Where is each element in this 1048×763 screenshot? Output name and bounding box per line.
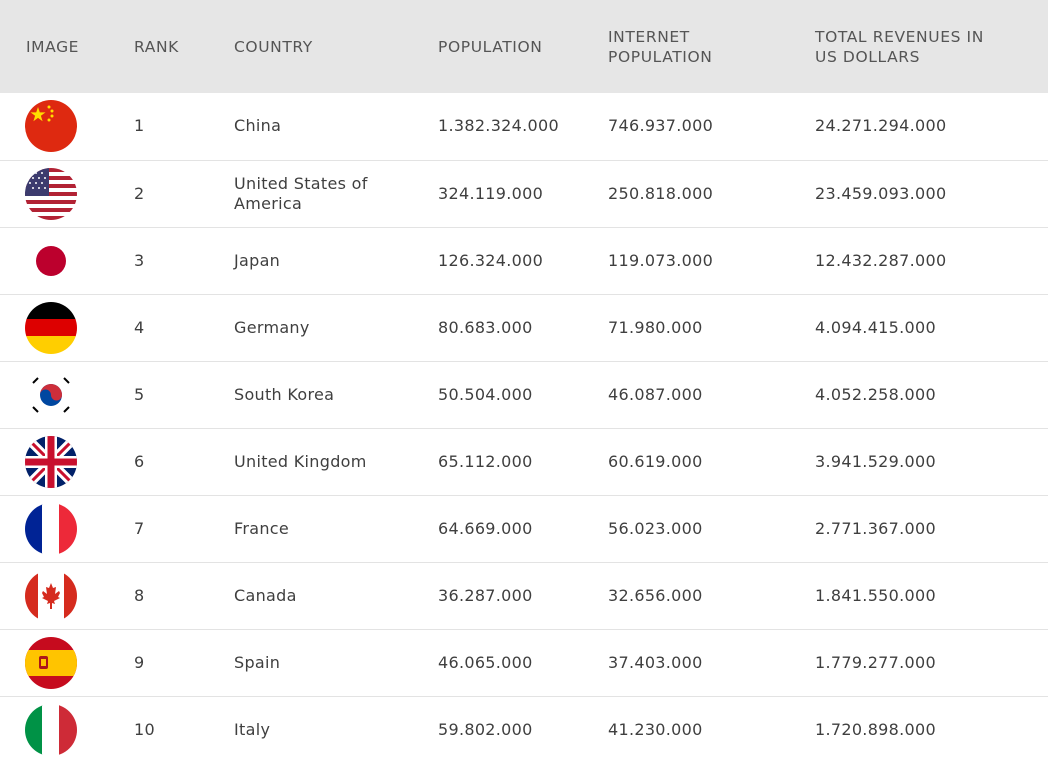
population-cell: 324.119.000 [438, 183, 544, 203]
revenues-cell: 12.432.287.000 [815, 250, 947, 270]
internet-population-cell: 250.818.000 [608, 183, 714, 203]
revenues-cell: 1.841.550.000 [815, 585, 936, 605]
header-country: COUNTRY [234, 37, 313, 56]
population-cell: 36.287.000 [438, 585, 533, 605]
flag-cell [0, 562, 108, 629]
header-rank: RANK [134, 37, 179, 56]
country-cell: South Korea [234, 384, 335, 404]
revenues-cell: 4.052.258.000 [815, 384, 936, 404]
rank-cell: 9 [134, 652, 145, 672]
table-row: 7 France 64.669.000 56.023.000 2.771.367… [0, 495, 1048, 562]
population-cell: 80.683.000 [438, 317, 533, 337]
country-cell: Japan [234, 250, 281, 270]
table-row: 4 Germany 80.683.000 71.980.000 4.094.41… [0, 294, 1048, 361]
table-row: 6 United Kingdom 65.112.000 60.619.000 3… [0, 428, 1048, 495]
revenues-cell: 23.459.093.000 [815, 183, 947, 203]
table-row: 10 Italy 59.802.000 41.230.000 1.720.898… [0, 696, 1048, 763]
table-row: 9 Spain 46.065.000 37.403.000 1.779.277.… [0, 629, 1048, 696]
country-cell: Germany [234, 317, 310, 337]
country-cell: Spain [234, 652, 281, 672]
table-body: 1 China 1.382.324.000 746.937.000 24.271… [0, 93, 1048, 763]
country-cell: France [234, 518, 290, 538]
south-korea-flag-icon [25, 368, 77, 421]
japan-flag-icon [25, 234, 77, 287]
flag-cell [0, 93, 108, 160]
internet-population-cell: 746.937.000 [608, 116, 714, 136]
internet-population-cell: 46.087.000 [608, 384, 703, 404]
canada-flag-icon [25, 569, 77, 622]
country-cell: Italy [234, 719, 271, 739]
internet-population-cell: 37.403.000 [608, 652, 703, 672]
rank-cell: 3 [134, 250, 145, 270]
china-flag-icon [25, 100, 77, 153]
revenues-cell: 24.271.294.000 [815, 116, 947, 136]
rank-cell: 2 [134, 183, 145, 203]
revenues-cell: 3.941.529.000 [815, 451, 936, 471]
population-cell: 64.669.000 [438, 518, 533, 538]
internet-population-cell: 60.619.000 [608, 451, 703, 471]
flag-cell [0, 428, 108, 495]
rank-cell: 1 [134, 116, 145, 136]
header-row: IMAGE RANK COUNTRY POPULATION INTERNET P… [0, 0, 1048, 93]
usa-flag-icon [25, 167, 77, 220]
spain-flag-icon [25, 636, 77, 689]
flag-cell [0, 361, 108, 428]
population-cell: 1.382.324.000 [438, 116, 559, 136]
internet-population-cell: 119.073.000 [608, 250, 714, 270]
germany-flag-icon [25, 301, 77, 354]
country-cell: United Kingdom [234, 451, 367, 471]
flag-cell [0, 294, 108, 361]
italy-flag-icon [25, 703, 77, 756]
header-internet-population: INTERNET POPULATION [608, 27, 713, 66]
revenues-cell: 1.779.277.000 [815, 652, 936, 672]
flag-cell [0, 696, 108, 763]
flag-cell [0, 160, 108, 227]
table-row: 8 Canada 36.287.000 32.656.000 1.841.550… [0, 562, 1048, 629]
header-population: POPULATION [438, 37, 543, 56]
table-row: 2 United States of America 324.119.000 2… [0, 160, 1048, 227]
rank-cell: 8 [134, 585, 145, 605]
population-cell: 50.504.000 [438, 384, 533, 404]
header-image: IMAGE [26, 37, 80, 56]
flag-cell [0, 227, 108, 294]
country-cell: China [234, 116, 282, 136]
table-row: 3 Japan 126.324.000 119.073.000 12.432.2… [0, 227, 1048, 294]
population-cell: 59.802.000 [438, 719, 533, 739]
france-flag-icon [25, 502, 77, 555]
revenues-cell: 1.720.898.000 [815, 719, 936, 739]
revenues-cell: 2.771.367.000 [815, 518, 936, 538]
rank-cell: 7 [134, 518, 145, 538]
rank-cell: 10 [134, 719, 155, 739]
table-row: 5 South Korea 50.504.000 46.087.000 4.05… [0, 361, 1048, 428]
flag-cell [0, 629, 108, 696]
internet-population-cell: 56.023.000 [608, 518, 703, 538]
flag-cell [0, 495, 108, 562]
population-cell: 65.112.000 [438, 451, 533, 471]
country-cell: United States of America [234, 173, 368, 213]
revenues-cell: 4.094.415.000 [815, 317, 936, 337]
internet-population-cell: 32.656.000 [608, 585, 703, 605]
table-row: 1 China 1.382.324.000 746.937.000 24.271… [0, 93, 1048, 160]
rank-cell: 4 [134, 317, 145, 337]
population-cell: 46.065.000 [438, 652, 533, 672]
table-header: IMAGE RANK COUNTRY POPULATION INTERNET P… [0, 0, 1048, 93]
internet-population-cell: 41.230.000 [608, 719, 703, 739]
uk-flag-icon [25, 435, 77, 488]
header-total-revenues: TOTAL REVENUES IN US DOLLARS [815, 27, 984, 66]
rank-cell: 5 [134, 384, 145, 404]
internet-population-cell: 71.980.000 [608, 317, 703, 337]
rank-cell: 6 [134, 451, 145, 471]
country-cell: Canada [234, 585, 297, 605]
population-cell: 126.324.000 [438, 250, 544, 270]
